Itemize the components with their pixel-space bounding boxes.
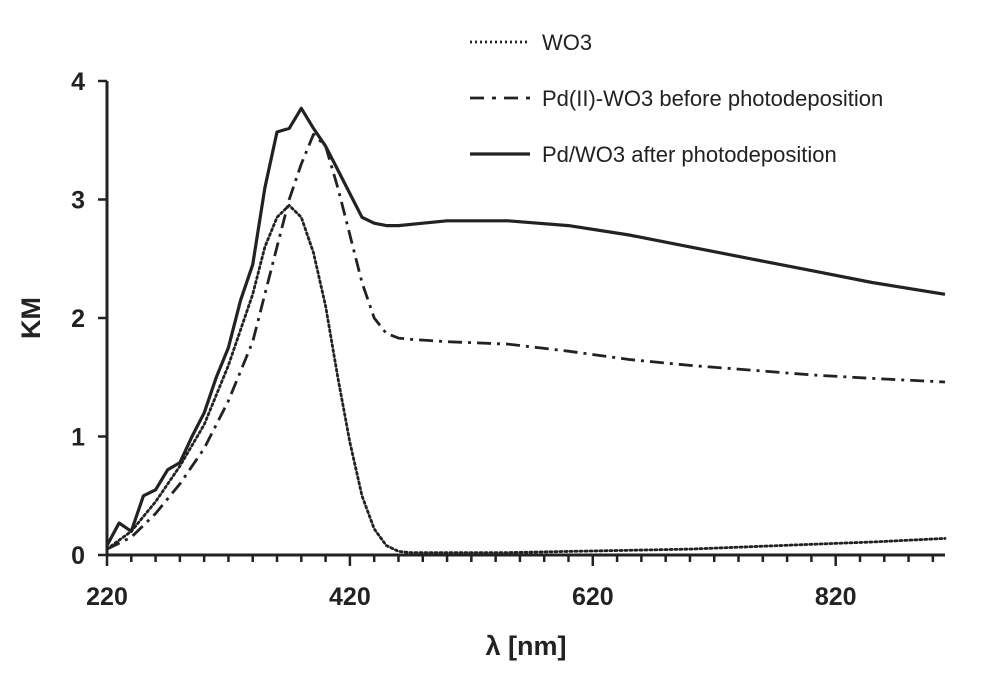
- x-axis-title: λ [nm]: [486, 631, 567, 661]
- series-line-2: [106, 132, 946, 551]
- y-axis-title: KM: [16, 297, 46, 339]
- x-tick-label: 620: [572, 583, 614, 611]
- legend-label-1: WO3: [542, 30, 592, 55]
- legend: WO3 Pd(II)-WO3 before photodeposition Pd/W…: [470, 30, 883, 167]
- y-tick-label: 4: [71, 68, 85, 96]
- x-tick-label: 220: [86, 583, 128, 611]
- y-tick-label: 0: [71, 542, 85, 570]
- tick-labels: 220 420 620 820 0 1 2 3 4: [71, 68, 856, 611]
- x-tick-label: 820: [815, 583, 857, 611]
- x-tick-label: 420: [329, 583, 371, 611]
- y-tick-label: 1: [71, 424, 85, 452]
- legend-label-3: Pd/WO3 after photodeposition: [542, 142, 837, 167]
- y-tick-label: 2: [71, 305, 85, 333]
- series-line-1: [105, 204, 947, 554]
- axes-layer: [98, 79, 945, 566]
- y-tick-label: 3: [71, 187, 85, 215]
- series-layer: [105, 106, 947, 554]
- series-line-3: [105, 106, 946, 547]
- legend-label-2: Pd(II)-WO3 before photodeposition: [542, 86, 883, 111]
